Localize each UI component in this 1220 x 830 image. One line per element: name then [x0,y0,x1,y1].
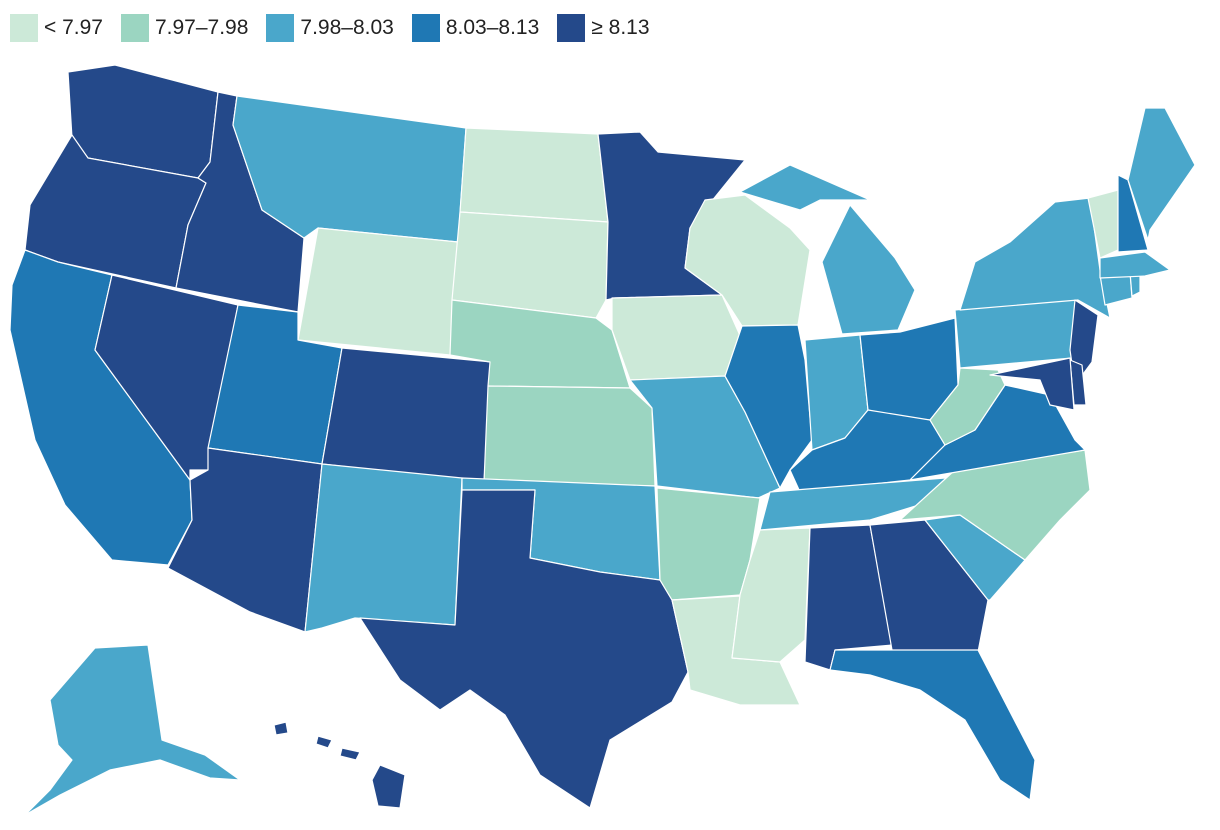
legend-label: 8.03–8.13 [445,16,540,39]
state-MA[interactable] [1099,251,1171,279]
state-CO[interactable] [321,347,493,483]
state-NY[interactable] [959,197,1111,319]
legend-swatch [266,14,295,42]
state-ND[interactable] [459,127,609,223]
state-WV[interactable] [929,367,1006,446]
state-NC[interactable] [899,449,1091,561]
legend-item: 8.03–8.13 [411,14,540,42]
map-legend: < 7.97 7.97–7.98 7.98–8.03 8.03–8.13 ≥ 8… [10,13,668,43]
state-WI[interactable] [684,194,811,327]
state-NH[interactable] [1117,174,1149,253]
state-MD[interactable] [989,357,1075,411]
legend-label: < 7.97 [44,16,103,39]
state-HI[interactable] [273,721,406,809]
state-FL[interactable] [829,649,1036,801]
legend-label: 7.97–7.98 [154,16,249,39]
legend-label: ≥ 8.13 [591,16,650,39]
legend-item: 7.97–7.98 [120,14,249,42]
state-GA[interactable] [869,519,989,653]
state-MI[interactable] [739,164,916,335]
legend-swatch [557,14,586,42]
legend-item: ≥ 8.13 [557,14,650,42]
legend-swatch [411,14,440,42]
legend-item: < 7.97 [10,14,103,42]
state-ME[interactable] [1127,107,1196,241]
legend-swatch [120,14,149,42]
legend-label: 7.98–8.03 [300,16,394,39]
state-KS[interactable] [483,385,656,487]
legend-swatch [10,14,38,42]
state-AK[interactable] [24,644,241,816]
state-WY[interactable] [297,227,459,356]
state-AZ[interactable] [167,447,323,633]
legend-item: 7.98–8.03 [266,14,394,42]
state-TX[interactable] [359,489,689,809]
state-IA[interactable] [611,294,743,381]
state-SD[interactable] [451,211,609,319]
state-NM[interactable] [304,463,463,633]
